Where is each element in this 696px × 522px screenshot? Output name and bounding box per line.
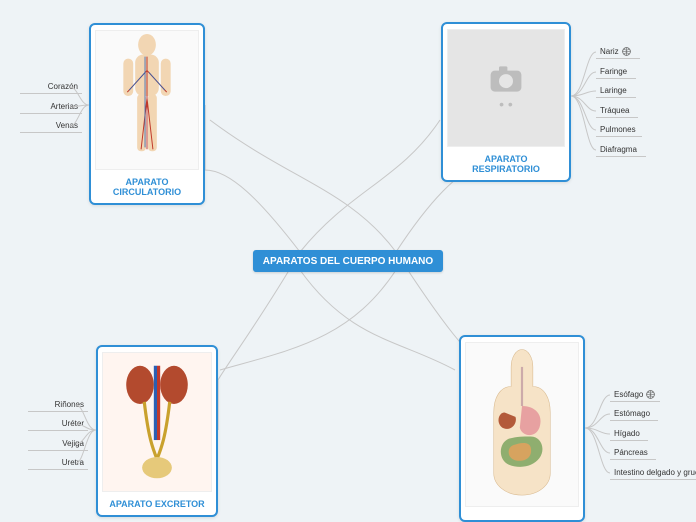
leaf-rinones[interactable]: Riñones bbox=[28, 398, 88, 411]
leaf-label: Laringe bbox=[600, 86, 627, 95]
leaf-faringe[interactable]: Faringe bbox=[596, 65, 631, 78]
branch-circulatorio[interactable]: APARATO CIRCULATORIO bbox=[89, 23, 205, 205]
leaf-label: Uréter bbox=[62, 419, 84, 428]
branch-digestivo[interactable] bbox=[459, 335, 585, 522]
globe-icon bbox=[622, 47, 631, 56]
center-node[interactable]: APARATOS DEL CUERPO HUMANO bbox=[253, 250, 443, 272]
leaf-label: Tráquea bbox=[600, 106, 630, 115]
leaf-ureter[interactable]: Uréter bbox=[28, 417, 88, 430]
leaf-label: Hígado bbox=[614, 429, 640, 438]
leaf-label: Diafragma bbox=[600, 145, 637, 154]
respiratorio-title: APARATO RESPIRATORIO bbox=[448, 151, 564, 175]
circulatorio-title: APARATO CIRCULATORIO bbox=[96, 174, 198, 198]
camera-placeholder-icon bbox=[489, 65, 523, 93]
branch-respiratorio[interactable]: • • APARATO RESPIRATORIO bbox=[441, 22, 571, 182]
leaf-label: Estómago bbox=[614, 409, 650, 418]
excretor-image bbox=[102, 352, 212, 492]
center-label: APARATOS DEL CUERPO HUMANO bbox=[263, 256, 433, 267]
leaf-estomago[interactable]: Estómago bbox=[610, 407, 654, 420]
leaf-label: Riñones bbox=[55, 400, 84, 409]
leaf-label: Nariz bbox=[600, 47, 619, 56]
excretor-title: APARATO EXCRETOR bbox=[107, 496, 206, 510]
leaf-venas[interactable]: Venas bbox=[20, 119, 82, 132]
leaf-label: Páncreas bbox=[614, 448, 648, 457]
leaf-label: Arterias bbox=[50, 102, 78, 111]
leaf-arterias[interactable]: Arterias bbox=[20, 100, 82, 113]
branch-excretor[interactable]: APARATO EXCRETOR bbox=[96, 345, 218, 517]
leaf-esofago[interactable]: Esófago bbox=[610, 388, 659, 401]
leaf-label: Faringe bbox=[600, 67, 627, 76]
leaf-corazon[interactable]: Corazón bbox=[20, 80, 82, 93]
leaf-label: Corazón bbox=[48, 82, 78, 91]
leaf-vejiga[interactable]: Vejiga bbox=[28, 437, 88, 450]
globe-icon bbox=[646, 390, 655, 399]
leaf-label: Uretra bbox=[62, 458, 84, 467]
leaf-label: Intestino delgado y grueso bbox=[614, 468, 696, 477]
leaf-label: Vejiga bbox=[62, 439, 84, 448]
loading-dots: • • bbox=[499, 97, 513, 111]
leaf-higado[interactable]: Hígado bbox=[610, 427, 644, 440]
leaf-pulmones[interactable]: Pulmones bbox=[596, 123, 640, 136]
circulatorio-image bbox=[95, 30, 199, 170]
leaf-label: Venas bbox=[56, 121, 78, 130]
leaf-pancreas[interactable]: Páncreas bbox=[610, 446, 652, 459]
leaf-label: Esófago bbox=[614, 390, 643, 399]
leaf-laringe[interactable]: Laringe bbox=[596, 84, 631, 97]
digestivo-title bbox=[520, 511, 524, 515]
leaf-diafragma[interactable]: Diafragma bbox=[596, 143, 641, 156]
leaf-nariz[interactable]: Nariz bbox=[596, 45, 635, 58]
leaf-traquea[interactable]: Tráquea bbox=[596, 104, 634, 117]
respiratorio-image: • • bbox=[447, 29, 565, 147]
leaf-label: Pulmones bbox=[600, 125, 636, 134]
digestivo-image bbox=[465, 342, 579, 507]
leaf-uretra[interactable]: Uretra bbox=[28, 456, 88, 469]
leaf-intestino[interactable]: Intestino delgado y grueso bbox=[610, 466, 696, 479]
